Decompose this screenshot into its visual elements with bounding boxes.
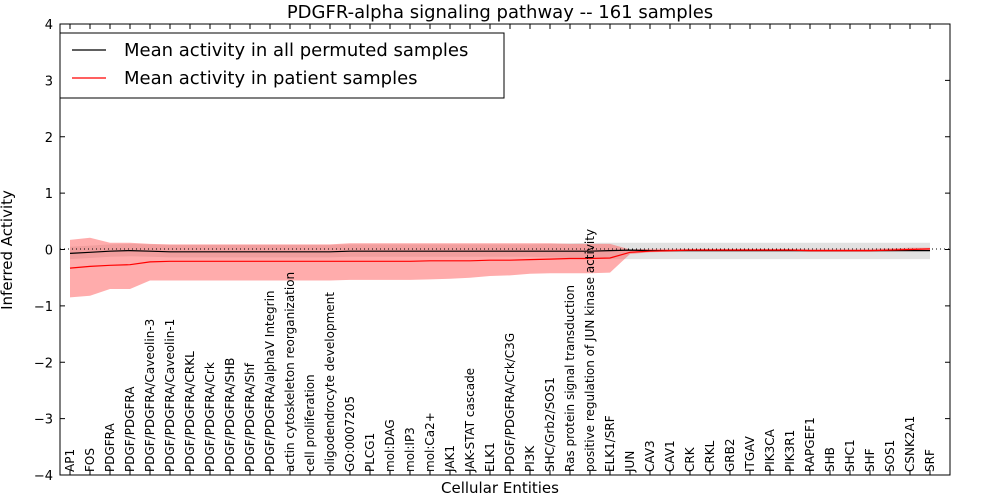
line-patient-mean — [69, 248, 931, 269]
x-category-label: mol:DAG — [383, 419, 397, 472]
legend: Mean activity in all permuted samples Me… — [59, 32, 505, 99]
x-category-label: ELK1 — [483, 442, 497, 472]
x-category-label: actin cytoskeleton reorganization — [283, 272, 297, 472]
x-category-label: ITGAV — [743, 435, 757, 472]
x-category-label: PDGF/PDGFRA/Crk — [203, 362, 217, 472]
x-category-label: FOS — [83, 448, 97, 472]
x-category-label: RAPGEF1 — [803, 417, 817, 472]
confidence-bands — [70, 237, 930, 298]
legend-label-permuted: Mean activity in all permuted samples — [124, 40, 468, 61]
y-tick-label: −2 — [34, 356, 53, 371]
x-category-label: PDGF/PDGFRA/Caveolin-1 — [163, 319, 177, 472]
x-category-label: JAK1 — [443, 445, 457, 473]
x-category-label: PDGF/PDGFRA — [123, 386, 137, 472]
y-tick-label: 0 — [45, 244, 53, 259]
legend-frame — [59, 32, 505, 99]
x-category-label: mol:Ca2+ — [423, 412, 437, 472]
y-tick-label: −1 — [34, 300, 53, 315]
x-category-label: PDGF/PDGFRA/Crk/C3G — [503, 333, 517, 472]
x-category-label: cell proliferation — [303, 374, 317, 472]
x-category-label: PDGFRA — [103, 422, 117, 472]
y-tick-label: −4 — [34, 469, 53, 484]
x-category-label: GO:0007205 — [343, 396, 357, 472]
x-category-label: CRKL — [703, 440, 717, 472]
legend-label-patient: Mean activity in patient samples — [124, 68, 418, 89]
band-patient — [70, 237, 930, 298]
y-tick-label: 3 — [45, 74, 53, 89]
x-category-label: positive regulation of JUN kinase activi… — [583, 229, 597, 472]
x-category-label: SHB — [823, 447, 837, 472]
y-tick-label: −3 — [34, 413, 53, 428]
x-category-label: PIK3R1 — [783, 430, 797, 472]
y-tick-label: 1 — [45, 187, 53, 202]
x-category-label: GRB2 — [723, 438, 737, 472]
x-category-label: CSNK2A1 — [903, 416, 917, 472]
x-axis-categories: AP1 FOS PDGFRA PDGF/PDGFRA PDGF/PDGFRA/Caveo… — [63, 24, 937, 475]
x-category-label: PLCG1 — [363, 433, 377, 472]
x-category-label: PDGF/PDGFRA/CRKL — [183, 351, 197, 472]
x-category-label: SHC1 — [843, 439, 857, 472]
x-category-label: PI3K — [523, 445, 537, 472]
x-category-label: JUN — [623, 451, 637, 473]
x-category-label: Ras protein signal transduction — [563, 285, 577, 472]
x-category-label: CRK — [683, 446, 697, 472]
x-axis-label: Cellular Entities — [441, 479, 559, 497]
y-axis-ticks: 4 3 2 1 0 −1 −2 −3 −4 — [34, 18, 950, 484]
x-category-label: PDGF/PDGFRA/alphaV Integrin — [263, 290, 277, 472]
x-category-label: SHC/Grb2/SOS1 — [543, 377, 557, 472]
x-category-label: PIK3CA — [763, 428, 777, 472]
x-category-label: oligodendrocyte development — [323, 292, 337, 472]
x-category-label: AP1 — [63, 449, 77, 472]
x-category-label: SRF — [923, 449, 937, 472]
y-tick-label: 4 — [45, 18, 53, 33]
x-category-label: mol:IP3 — [403, 427, 417, 472]
x-category-label: SOS1 — [883, 440, 897, 472]
y-tick-label: 2 — [45, 131, 53, 146]
x-category-label: CAV3 — [643, 440, 657, 472]
x-category-label: SHF — [863, 448, 877, 472]
y-axis-label: Inferred Activity — [0, 190, 16, 310]
x-category-label: PDGF/PDGFRA/SHB — [223, 358, 237, 472]
x-category-label: PDGF/PDGFRA/Shf — [243, 362, 257, 472]
series-lines — [69, 248, 931, 269]
x-category-label: CAV1 — [663, 440, 677, 472]
chart-title: PDGFR-alpha signaling pathway -- 161 sam… — [287, 2, 713, 23]
x-category-label: ELK1/SRF — [603, 415, 617, 472]
x-category-label: PDGF/PDGFRA/Caveolin-3 — [143, 319, 157, 472]
x-category-label: JAK-STAT cascade — [463, 368, 477, 473]
